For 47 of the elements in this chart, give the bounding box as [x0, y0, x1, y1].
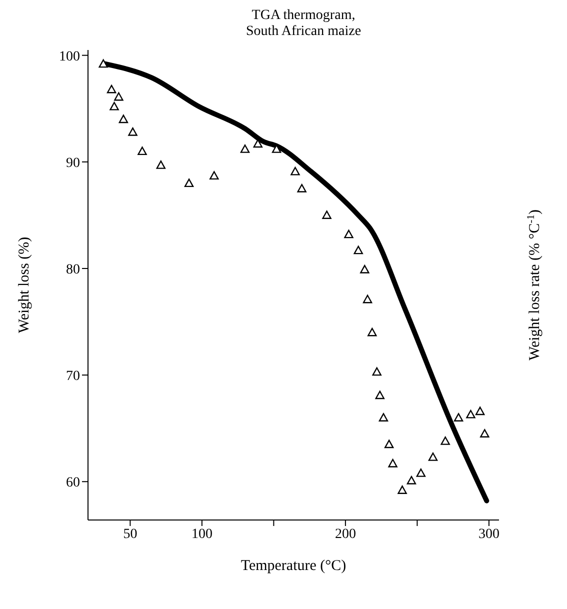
- point: [372, 367, 382, 376]
- point: [322, 210, 332, 219]
- y-tick-label: 60: [66, 476, 80, 491]
- point: [240, 144, 250, 153]
- point: [297, 184, 306, 192]
- point: [354, 246, 363, 254]
- point: [378, 413, 388, 422]
- point: [475, 406, 485, 416]
- point: [416, 468, 426, 477]
- point: [210, 171, 219, 180]
- point: [253, 139, 263, 148]
- point: [360, 264, 370, 274]
- y-tick-label: 100: [59, 49, 80, 64]
- y-tick-label: 70: [66, 369, 80, 384]
- point: [118, 114, 128, 124]
- y-tick-label: 90: [66, 156, 80, 171]
- y-axis-title: Weight loss (%): [16, 236, 32, 334]
- x-tick-label: 50: [123, 526, 138, 542]
- point: [290, 166, 300, 176]
- point: [398, 486, 407, 494]
- point: [375, 390, 384, 400]
- y-tick-label: 80: [66, 262, 80, 278]
- point: [128, 127, 138, 136]
- x-axis-title: Temperature (°C): [240, 558, 346, 574]
- point: [156, 160, 166, 169]
- point: [388, 458, 398, 468]
- point: [106, 84, 116, 94]
- point: [362, 294, 372, 304]
- point: [466, 410, 476, 418]
- chart-title: TGA thermogram, South African maize: [244, 8, 362, 40]
- point: [480, 429, 490, 438]
- point: [98, 59, 108, 68]
- point: [384, 440, 394, 448]
- point: [110, 102, 119, 110]
- point: [138, 146, 147, 156]
- point: [406, 476, 416, 484]
- point: [368, 328, 377, 336]
- point: [114, 92, 124, 101]
- point: [428, 452, 438, 461]
- point: [344, 230, 354, 238]
- x-tick-label: 300: [478, 526, 500, 542]
- x-tick-label: 200: [334, 526, 356, 542]
- point: [454, 413, 464, 422]
- x-tick-label: 100: [191, 526, 212, 542]
- point: [440, 436, 450, 445]
- point: [184, 178, 194, 188]
- point: [272, 144, 282, 153]
